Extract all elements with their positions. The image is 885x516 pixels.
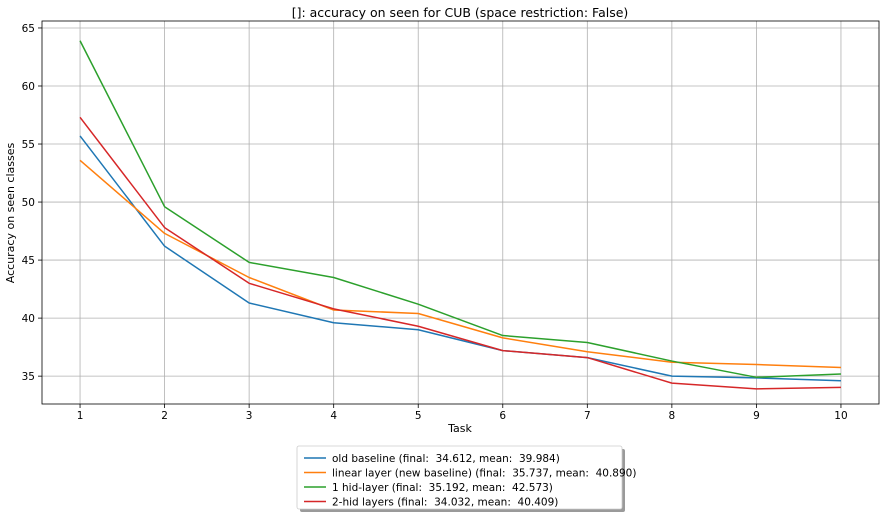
legend: old baseline (final: 34.612, mean: 39.98… [296,445,636,512]
plot-frame [41,20,880,405]
legend-entries: old baseline (final: 34.612, mean: 39.98… [304,453,636,509]
series-line-2 [79,159,841,369]
x-tick-label: 7 [584,410,591,422]
x-tick-label: 9 [753,410,760,422]
x-axis-label: Task [447,422,472,435]
y-tick-label: 65 [22,23,35,35]
legend-label-2: linear layer (new baseline) (final: 35.7… [332,468,636,480]
x-tick-label: 4 [330,410,337,422]
x-tick-label: 3 [246,410,253,422]
y-axis-label: Accuracy on seen classes [4,143,17,284]
x-axis-ticks: 1 2 3 4 5 6 7 8 9 10 [77,404,848,422]
y-tick-label: 55 [22,139,35,151]
x-tick-label: 1 [77,410,84,422]
y-tick-label: 50 [22,197,35,209]
series-lines [79,40,841,390]
series-line-1 [79,135,841,382]
x-tick-label: 8 [669,410,676,422]
y-tick-label: 60 [22,81,35,93]
legend-label-1: old baseline (final: 34.612, mean: 39.98… [332,453,560,465]
x-tick-label: 2 [161,410,168,422]
y-tick-label: 40 [22,313,35,325]
x-tick-label: 10 [834,410,847,422]
legend-box [296,445,623,510]
series-line-3 [79,40,841,379]
grid [42,21,879,404]
legend-label-3: 1 hid-layer (final: 35.192, mean: 42.573… [332,482,553,494]
x-tick-label: 6 [499,410,506,422]
y-tick-label: 35 [22,371,35,383]
y-axis-ticks: 35 40 45 50 55 60 65 [22,23,42,383]
chart-title: []: accuracy on seen for CUB (space rest… [292,5,629,20]
series-line-4 [79,116,841,390]
legend-label-4: 2-hid layers (final: 34.032, mean: 40.40… [332,497,558,509]
x-tick-label: 5 [415,410,422,422]
y-tick-label: 45 [22,255,35,267]
